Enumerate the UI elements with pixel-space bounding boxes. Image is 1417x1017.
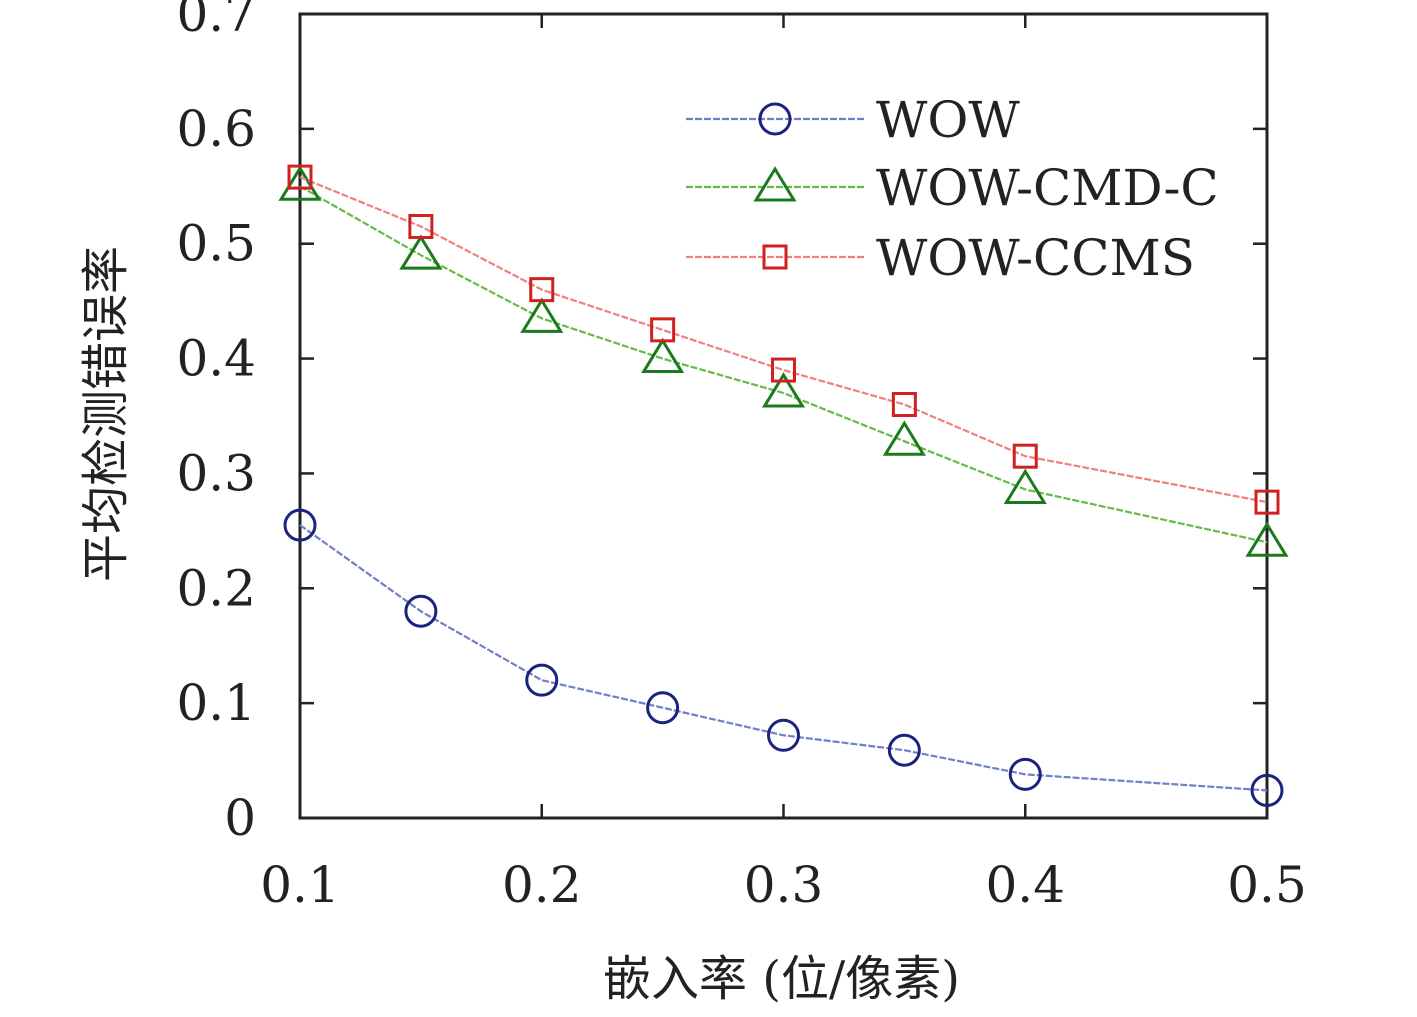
data-point bbox=[887, 733, 921, 767]
legend-entry: WOW bbox=[686, 91, 1020, 149]
data-point bbox=[1245, 521, 1289, 557]
series-line bbox=[299, 524, 1268, 792]
y-tick-label: 0.7 bbox=[176, 0, 256, 43]
legend-label: WOW-CCMS bbox=[876, 229, 1195, 287]
data-point bbox=[278, 165, 322, 201]
data-point bbox=[283, 508, 317, 542]
data-point bbox=[1008, 757, 1042, 791]
y-tick-label: 0.2 bbox=[176, 559, 256, 617]
y-tick-label: 0.5 bbox=[176, 215, 256, 273]
x-tick-label: 0.1 bbox=[260, 856, 340, 914]
series-wow-ccms bbox=[287, 164, 1280, 515]
data-point bbox=[404, 594, 438, 628]
y-tick-label: 0.3 bbox=[176, 444, 256, 502]
x-tick-label: 0.2 bbox=[502, 856, 582, 914]
data-point bbox=[882, 420, 926, 456]
plot-frame bbox=[298, 12, 1269, 820]
legend-marker bbox=[753, 166, 797, 202]
data-point bbox=[641, 337, 685, 374]
axis-tick-labels: 0.1 0.2 0.3 0.4 0.500.10.20.30.40.50.60.7 bbox=[176, 0, 1306, 914]
legend-entry: WOW-CCMS bbox=[686, 229, 1195, 287]
axis-ticks bbox=[298, 12, 1269, 820]
y-tick-label: 0.4 bbox=[176, 330, 256, 388]
data-point bbox=[891, 392, 917, 418]
series-layer bbox=[278, 164, 1289, 807]
data-point bbox=[525, 663, 559, 697]
series-line bbox=[299, 185, 1268, 544]
data-point bbox=[771, 357, 796, 383]
series-line bbox=[299, 176, 1268, 504]
data-point bbox=[1003, 468, 1047, 504]
data-point bbox=[408, 213, 434, 239]
y-tick-label: 0.1 bbox=[176, 674, 256, 732]
data-point bbox=[287, 164, 313, 190]
legend-label: WOW bbox=[876, 91, 1020, 149]
data-point bbox=[761, 372, 806, 408]
data-point bbox=[529, 277, 555, 303]
series-wow-cmd-c bbox=[278, 165, 1289, 557]
x-tick-label: 0.4 bbox=[985, 856, 1065, 914]
x-axis-title: 嵌入率 (位/像素) bbox=[603, 951, 960, 1007]
legend: WOW WOW-CMD-C WOW-CCMS bbox=[686, 91, 1219, 287]
y-tick-label: 0.6 bbox=[176, 100, 256, 158]
data-point bbox=[646, 691, 680, 725]
legend-marker bbox=[762, 244, 788, 270]
legend-marker bbox=[758, 102, 792, 136]
data-point bbox=[399, 234, 443, 270]
series-wow bbox=[283, 508, 1284, 807]
y-tick-label: 0 bbox=[224, 789, 256, 847]
legend-label: WOW-CMD-C bbox=[876, 159, 1219, 217]
data-point bbox=[1254, 489, 1280, 515]
data-point bbox=[650, 317, 676, 343]
data-point bbox=[1250, 773, 1284, 807]
x-tick-label: 0.3 bbox=[744, 856, 824, 914]
x-tick-label: 0.5 bbox=[1227, 856, 1307, 914]
y-axis-title: 平均检测错误率 bbox=[78, 246, 134, 582]
data-point bbox=[520, 297, 564, 333]
data-point bbox=[767, 718, 800, 752]
legend-entry: WOW-CMD-C bbox=[686, 159, 1219, 217]
data-point bbox=[1012, 443, 1038, 469]
